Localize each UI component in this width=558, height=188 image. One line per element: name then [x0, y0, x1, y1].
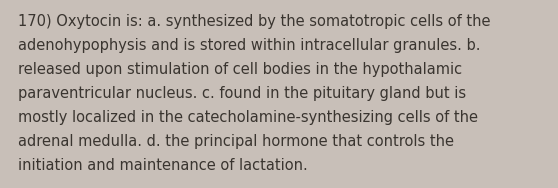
Text: adrenal medulla. d. the principal hormone that controls the: adrenal medulla. d. the principal hormon…: [18, 134, 454, 149]
Text: paraventricular nucleus. c. found in the pituitary gland but is: paraventricular nucleus. c. found in the…: [18, 86, 466, 101]
Text: adenohypophysis and is stored within intracellular granules. b.: adenohypophysis and is stored within int…: [18, 38, 480, 53]
Text: released upon stimulation of cell bodies in the hypothalamic: released upon stimulation of cell bodies…: [18, 62, 462, 77]
Text: 170) Oxytocin is: a. synthesized by the somatotropic cells of the: 170) Oxytocin is: a. synthesized by the …: [18, 14, 490, 29]
Text: initiation and maintenance of lactation.: initiation and maintenance of lactation.: [18, 158, 308, 173]
Text: mostly localized in the catecholamine-synthesizing cells of the: mostly localized in the catecholamine-sy…: [18, 110, 478, 125]
